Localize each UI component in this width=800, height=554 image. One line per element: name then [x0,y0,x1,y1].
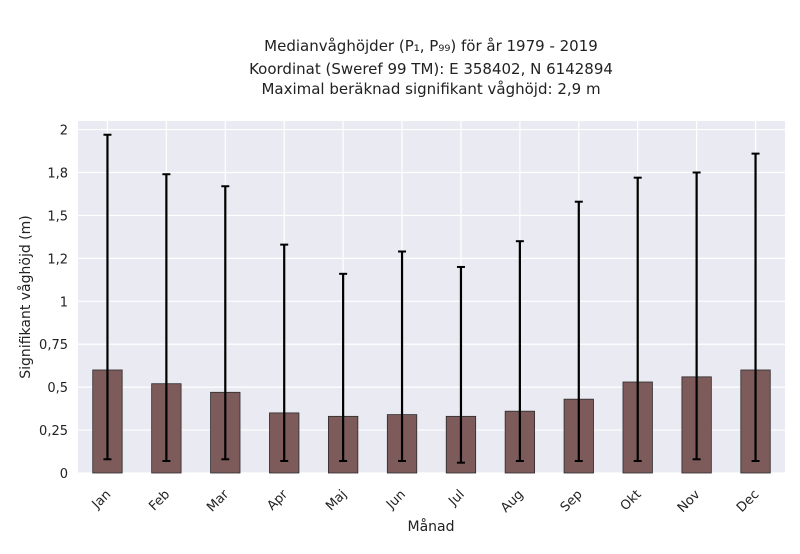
error-bar-dec [751,152,760,462]
error-bar-jul [456,265,465,464]
y-axis-ticks: 0 0,25 0,5 0,75 1 1,2 1,5 1,8 2 [39,124,68,482]
x-tick-label: Dec [734,487,762,515]
y-tick-label: 1,2 [47,252,68,267]
chart-title-line-2: Koordinat (Sweref 99 TM): E 358402, N 61… [249,60,613,78]
error-bar-jan [103,133,112,461]
x-axis-label: Månad [408,518,455,535]
x-tick-label: Sep [558,487,586,515]
x-tick-label: Jul [445,487,467,509]
error-bar-sep [574,200,583,462]
x-tick-label: Okt [618,487,645,514]
x-tick-label: Jan [89,487,114,512]
x-axis-ticks: Jan Feb Mar Apr Maj Jun Jul Aug Sep Okt Nov Dec [89,487,763,516]
x-tick-label: Jun [383,487,409,513]
error-bar-maj [339,272,348,462]
y-tick-label: 1,5 [47,209,68,224]
error-bar-okt [633,176,642,462]
y-tick-label: 0 [60,467,68,482]
y-tick-label: 2 [60,124,68,139]
y-axis-label: Signifikant våghöjd (m) [17,215,34,378]
chart-title-line-1: Medianvåghöjder (P₁, P₉₉) för år 1979 - … [264,37,598,55]
y-tick-label: 1,8 [47,167,68,182]
y-tick-label: 0,75 [39,338,68,353]
error-bar-aug [515,240,524,462]
error-bar-jun [398,250,407,462]
x-tick-label: Maj [323,487,350,514]
x-tick-label: Apr [265,487,292,514]
error-bar-feb [162,173,171,462]
error-layer [103,133,760,464]
y-tick-label: 0,25 [39,424,68,439]
y-tick-label: 0,5 [47,381,68,396]
y-tick-label: 1 [60,295,68,310]
x-tick-label: Nov [675,487,704,516]
plot-area [78,121,785,473]
x-tick-label: Mar [204,487,232,515]
x-tick-label: Aug [498,487,527,516]
error-bar-nov [692,171,701,461]
error-bar-mar [221,185,230,461]
x-tick-label: Feb [146,487,173,514]
error-bar-apr [280,243,289,462]
chart-title-line-3: Maximal beräknad signifikant våghöjd: 2,… [261,80,600,98]
